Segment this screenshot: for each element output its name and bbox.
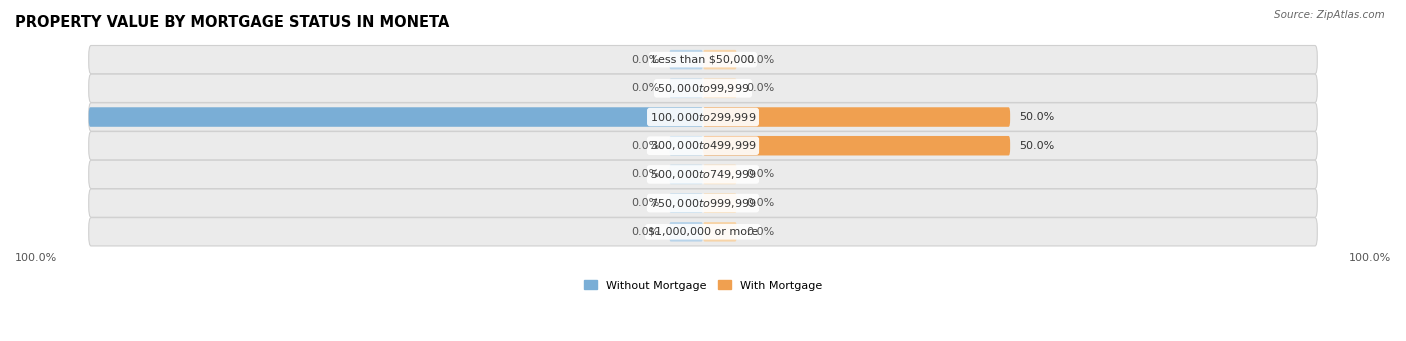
Legend: Without Mortgage, With Mortgage: Without Mortgage, With Mortgage [579,276,827,295]
Text: 0.0%: 0.0% [631,198,659,208]
Text: $300,000 to $499,999: $300,000 to $499,999 [650,139,756,152]
Text: Source: ZipAtlas.com: Source: ZipAtlas.com [1274,10,1385,20]
Text: 0.0%: 0.0% [747,55,775,65]
FancyBboxPatch shape [669,193,703,213]
Text: 0.0%: 0.0% [631,141,659,151]
FancyBboxPatch shape [669,50,703,69]
Text: $1,000,000 or more: $1,000,000 or more [648,227,758,237]
FancyBboxPatch shape [703,165,737,184]
Text: 0.0%: 0.0% [747,227,775,237]
FancyBboxPatch shape [89,218,1317,246]
Text: 0.0%: 0.0% [631,55,659,65]
Text: PROPERTY VALUE BY MORTGAGE STATUS IN MONETA: PROPERTY VALUE BY MORTGAGE STATUS IN MON… [15,15,450,30]
Text: 0.0%: 0.0% [631,169,659,179]
FancyBboxPatch shape [89,189,1317,217]
Text: $750,000 to $999,999: $750,000 to $999,999 [650,197,756,210]
Text: 0.0%: 0.0% [631,227,659,237]
FancyBboxPatch shape [89,74,1317,103]
FancyBboxPatch shape [89,107,703,127]
Text: $100,000 to $299,999: $100,000 to $299,999 [650,110,756,123]
Text: $50,000 to $99,999: $50,000 to $99,999 [657,82,749,95]
FancyBboxPatch shape [703,136,1010,155]
FancyBboxPatch shape [669,222,703,241]
Text: 100.0%: 100.0% [34,112,80,122]
FancyBboxPatch shape [89,132,1317,160]
FancyBboxPatch shape [89,45,1317,74]
FancyBboxPatch shape [669,165,703,184]
Text: 0.0%: 0.0% [747,169,775,179]
FancyBboxPatch shape [89,160,1317,189]
Text: 0.0%: 0.0% [631,83,659,93]
Text: 0.0%: 0.0% [747,198,775,208]
Text: Less than $50,000: Less than $50,000 [652,55,754,65]
FancyBboxPatch shape [703,193,737,213]
Text: 50.0%: 50.0% [1019,112,1054,122]
FancyBboxPatch shape [669,136,703,155]
Text: 100.0%: 100.0% [15,253,58,263]
FancyBboxPatch shape [703,107,1010,127]
FancyBboxPatch shape [703,78,737,98]
FancyBboxPatch shape [669,78,703,98]
Text: 0.0%: 0.0% [747,83,775,93]
Text: 100.0%: 100.0% [1348,253,1391,263]
FancyBboxPatch shape [89,103,1317,131]
FancyBboxPatch shape [703,50,737,69]
Text: 50.0%: 50.0% [1019,141,1054,151]
Text: $500,000 to $749,999: $500,000 to $749,999 [650,168,756,181]
FancyBboxPatch shape [703,222,737,241]
